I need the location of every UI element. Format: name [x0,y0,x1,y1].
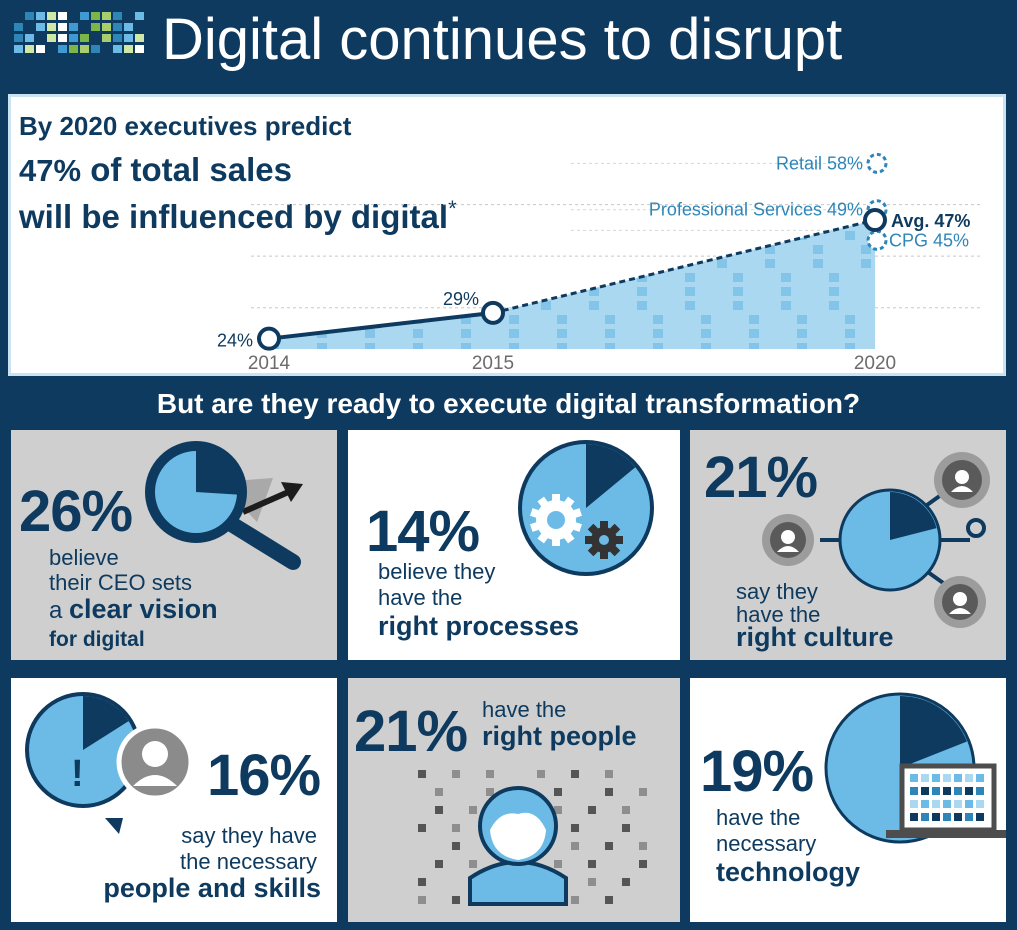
benchmark-label: Retail 58% [776,153,863,173]
chart-panel: By 2020 executives predict 47% of total … [8,94,1006,376]
svg-text:!: ! [71,753,84,795]
stat-percent: 21% [704,445,818,510]
pie-share-wedge [83,696,129,750]
header: Digital continues to disrupt [0,0,1017,90]
pie-share-wedge [196,446,242,495]
stat-emphasis: technology [716,857,861,887]
stat-emphasis: clear vision [69,594,218,624]
stat-percent: 14% [366,499,480,564]
chart-line-segment [492,218,876,315]
stat-text-1: believe [49,545,119,570]
headline-text-2: will be influenced by digital [19,198,449,235]
card-ceo-vision: 26% believe their CEO sets a clear visio… [11,430,337,660]
card-people-skills: ! 16% say they have the necessary people… [11,678,337,922]
culture-network-icon [762,452,990,628]
stat-percent: 21% [354,699,468,764]
benchmark-label: CPG 45% [889,230,969,250]
pie-share-wedge [900,696,967,768]
people-pixel-icon [418,770,647,906]
stat-text-2: necessary [716,831,817,856]
x-tick-label: 2014 [248,353,291,373]
stat-emphasis: right processes [378,611,580,641]
stat-text-1: have the [482,697,567,722]
data-point [257,326,281,351]
stat-text-3: a clear vision [49,596,218,624]
pie-share-wedge [890,492,937,540]
magnifier-pie-icon [145,441,303,570]
stat-text-1: believe they [378,559,496,584]
chart-line-segment [268,310,494,341]
stat-emphasis: people and skills [103,873,321,903]
stat-emphasis: right people [482,721,637,751]
headline-text-1: of total sales [81,151,292,188]
stat-text-2: the necessary [180,849,317,874]
digital-sales-area-chart: Retail 58% Professional Services 49% CPG 4… [217,152,981,373]
stat-text-1: say they [736,579,818,604]
stat-text-4: for digital [49,628,145,651]
stat-percent: 26% [19,479,133,544]
benchmark-marker [866,152,888,174]
data-label: 29% [443,289,479,309]
section-question: But are they ready to execute digital tr… [156,388,861,419]
stat-text-2: their CEO sets [49,570,193,595]
page-title: Digital continues to disrupt [162,7,843,72]
stat-percent: 19% [700,739,814,804]
card-technology: 19% have the necessary technology [690,678,1006,922]
chart-area [269,220,875,349]
gear-pie-icon [518,440,654,576]
card-right-culture: 21% say they have the right culture [690,430,1006,660]
stat-percent: 16% [207,743,321,808]
laptop-pie-icon [824,692,1006,844]
stat-text-1: have the [716,805,801,830]
data-point [863,208,887,233]
data-label: Avg. 47% [891,211,970,231]
stat-text-1: say they have [181,823,317,848]
card-right-processes: 14% believe they have the right processe… [348,430,680,660]
x-tick-label: 2020 [854,353,896,373]
stat-text-2: have the [378,585,463,610]
card-right-people: 21% have the right people [348,678,680,922]
stat-emphasis: right culture [736,622,894,652]
benchmark-label: Professional Services 49% [649,200,863,220]
person-pie-icon: ! [25,692,194,834]
chart-headline-intro: By 2020 executives predict [19,111,352,141]
footnote-mark: * [448,196,457,221]
stat-text-3a: a [49,597,70,624]
data-point [481,300,505,325]
x-tick-label: 2015 [472,353,514,373]
benchmark-marker [866,229,888,251]
headline-percent: 47% [19,153,82,188]
chart-headline: 47% of total sales will be influenced by… [19,151,457,236]
stat-text-2: have the [736,602,821,627]
pie-share-wedge [586,444,636,508]
data-label: 24% [217,331,253,351]
